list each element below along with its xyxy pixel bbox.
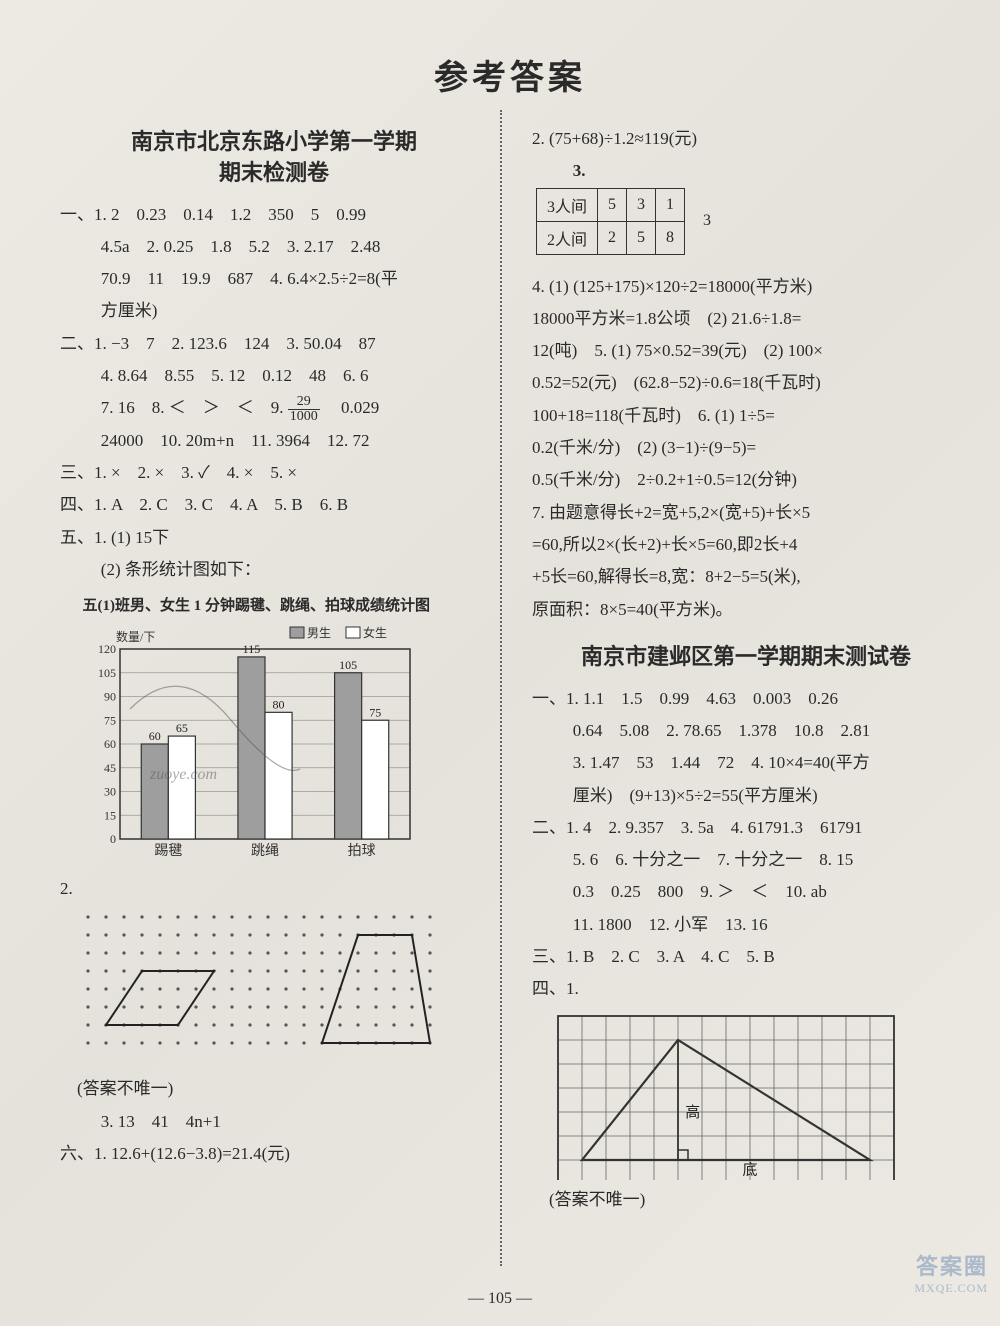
answer-text: 二、1. 4 2. 9.357 3. 5a 4. 61791.3 61791 (532, 812, 960, 844)
svg-text:数量/下: 数量/下 (116, 629, 155, 644)
svg-text:60: 60 (149, 729, 161, 743)
question-label: 3. (573, 155, 586, 187)
left-column: 南京市北京东路小学第一学期 期末检测卷 一、1. 2 0.23 0.14 1.2… (60, 123, 498, 1216)
numerator: 29 (288, 395, 320, 410)
answer-text: =60,所以2×(长+2)+长×5=60,即2长+4 (532, 529, 960, 561)
answer-text: 24000 10. 20m+n 11. 3964 12. 72 (60, 425, 488, 457)
watermark-sub: MXQE.COM (914, 1281, 988, 1296)
svg-text:105: 105 (98, 666, 116, 680)
answer-text: 3. 13 41 4n+1 (60, 1106, 488, 1138)
svg-text:80: 80 (273, 697, 285, 711)
answer-text: 六、1. 12.6+(12.6−3.8)=21.4(元) (60, 1138, 488, 1170)
grid-svg: 高底 (552, 1010, 932, 1180)
answer-text: 0.64 5.08 2. 78.65 1.378 10.8 2.81 (532, 715, 960, 747)
section-title-2: 南京市建邺区第一学期期末测试卷 (532, 642, 960, 673)
answer-text: 2. (75+68)÷1.2≈119(元) (532, 123, 960, 155)
svg-text:75: 75 (104, 713, 116, 727)
svg-text:120: 120 (98, 642, 116, 656)
answer-text: 一、1. 2 0.23 0.14 1.2 350 5 0.99 (60, 199, 488, 231)
answer-text: 三、1. × 2. × 3. ✓ 4. × 5. × (60, 457, 488, 489)
answer-text: (2) 条形统计图如下： (60, 554, 488, 586)
title-line-2: 期末检测卷 (219, 160, 329, 185)
answer-text: 11. 1800 12. 小军 13. 16 (532, 909, 960, 941)
answer-text: 四、1. (532, 973, 960, 1005)
answer-text: 0.5(千米/分) 2÷0.2+1÷0.5=12(分钟) (532, 464, 960, 496)
answer-text: 5. 6 6. 十分之一 7. 十分之一 8. 15 (532, 844, 960, 876)
right-column: 2. (75+68)÷1.2≈119(元) 3. 3人间5312人间258 3 … (522, 123, 960, 1216)
note-text: (答案不唯一) (60, 1073, 488, 1105)
chart-title: 五(1)班男、女生 1 分钟踢毽、跳绳、拍球成绩统计图 (60, 594, 488, 615)
svg-text:高: 高 (685, 1103, 700, 1120)
answer-text: 二、1. −3 7 2. 123.6 124 3. 50.04 87 (60, 328, 488, 360)
svg-text:男生: 男生 (307, 626, 331, 640)
note-text: (答案不唯一) (532, 1184, 960, 1216)
answer-text: 三、1. B 2. C 3. A 4. C 5. B (532, 941, 960, 973)
answer-text: 4. 8.64 8.55 5. 12 0.12 48 6. 6 (60, 360, 488, 392)
answer-text: 100+18=118(千瓦时) 6. (1) 1÷5= (532, 400, 960, 432)
answer-text: 3. 1.47 53 1.44 72 4. 10×4=40(平方 (532, 747, 960, 779)
answer-text: 4. (1) (125+175)×120÷2=18000(平方米) (532, 271, 960, 303)
grid-triangle-figure: 高底 (552, 1010, 932, 1180)
svg-text:踢毽: 踢毽 (154, 842, 182, 859)
svg-text:女生: 女生 (363, 625, 387, 640)
text: 0.029 (324, 398, 379, 417)
answer-row-with-table: 3. (532, 155, 960, 187)
fraction: 29 1000 (288, 395, 320, 424)
answer-text: 一、1. 1.1 1.5 0.99 4.63 0.003 0.26 (532, 683, 960, 715)
question-label: 2. (60, 873, 488, 905)
answer-text: 70.9 11 19.9 687 4. 6.4×2.5÷2=8(平 (60, 263, 488, 295)
answer-text: +5长=60,解得长=8,宽：8+2−5=5(米), (532, 561, 960, 593)
answer-text: 厘米) (9+13)×5÷2=55(平方厘米) (532, 780, 960, 812)
svg-text:拍球: 拍球 (348, 843, 376, 859)
answer-text: 0.3 0.25 800 9. ＞ ＜ 10. ab (532, 876, 960, 908)
svg-text:105: 105 (339, 658, 357, 672)
svg-text:115: 115 (243, 642, 261, 656)
svg-text:15: 15 (104, 808, 116, 822)
answer-text: 7. 由题意得长+2=宽+5,2×(宽+5)+长×5 (532, 497, 960, 529)
denominator: 1000 (288, 410, 320, 424)
page-number: — 105 — (0, 1290, 1000, 1308)
svg-text:跳绳: 跳绳 (251, 843, 279, 859)
answer-text: 五、1. (1) 15下 (60, 522, 488, 554)
bar-chart-svg: 0 15 30 45 60 75 90 105 120数量/下 男生 女生 60 65 踢毽 115 80 跳绳… (80, 619, 420, 869)
bar-chart: 0 15 30 45 60 75 90 105 120数量/下 男生 女生 60 65 踢毽 115 80 跳绳… (80, 619, 420, 869)
watermark-main: 答案圈 (916, 1254, 988, 1279)
answer-text: 4.5a 2. 0.25 1.8 5.2 3. 2.17 2.48 (60, 231, 488, 263)
two-column-layout: 南京市北京东路小学第一学期 期末检测卷 一、1. 2 0.23 0.14 1.2… (60, 123, 960, 1216)
svg-text:30: 30 (104, 785, 116, 799)
answer-text: 0.52=52(元) (62.8−52)÷0.6=18(千瓦时) (532, 367, 960, 399)
svg-text:zuoye.com: zuoye.com (149, 766, 217, 783)
svg-text:65: 65 (176, 721, 188, 735)
answer-text: 四、1. A 2. C 3. C 4. A 5. B 6. B (60, 489, 488, 521)
svg-text:60: 60 (104, 737, 116, 751)
watermark: 答案圈 MXQE.COM (914, 1249, 988, 1296)
page-title: 参考答案 (60, 50, 960, 99)
column-divider (500, 110, 502, 1266)
dot-grid-shapes (80, 909, 460, 1069)
answer-text: 18000平方米=1.8公顷 (2) 21.6÷1.8= (532, 303, 960, 335)
svg-text:底: 底 (742, 1161, 757, 1178)
shapes-svg (80, 909, 460, 1069)
answer-text: 3 (703, 212, 711, 229)
title-line-1: 南京市北京东路小学第一学期 (131, 129, 417, 154)
svg-text:0: 0 (110, 832, 116, 846)
answer-text: 0.2(千米/分) (2) (3−1)÷(9−5)= (532, 432, 960, 464)
data-table: 3人间5312人间258 (536, 188, 685, 255)
svg-text:75: 75 (369, 705, 381, 719)
text: 7. 16 8. ＜ ＞ ＜ 9. (101, 398, 288, 417)
answer-text: 原面积：8×5=40(平方米)。 (532, 594, 960, 626)
answer-text: 12(吨) 5. (1) 75×0.52=39(元) (2) 100× (532, 335, 960, 367)
answer-text: 7. 16 8. ＜ ＞ ＜ 9. 29 1000 0.029 (60, 392, 488, 424)
section-title-1: 南京市北京东路小学第一学期 期末检测卷 (60, 127, 488, 189)
svg-text:45: 45 (104, 761, 116, 775)
answer-text: 方厘米) (60, 295, 488, 327)
svg-text:90: 90 (104, 690, 116, 704)
